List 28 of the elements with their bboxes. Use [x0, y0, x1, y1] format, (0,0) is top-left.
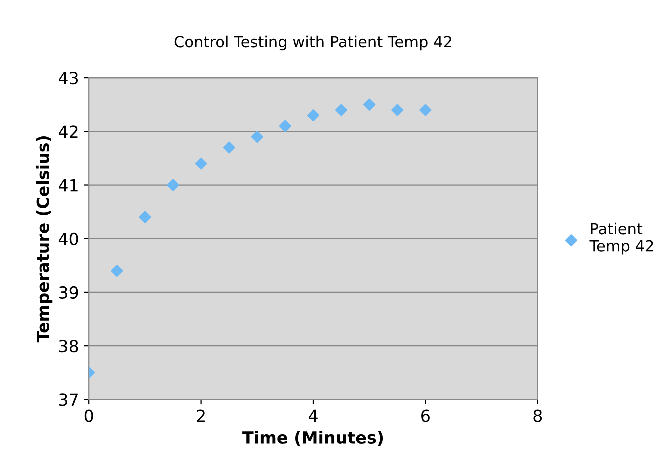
x-tick-label: 2	[197, 410, 205, 422]
chart-title: Control Testing with Patient Temp 42	[174, 36, 452, 51]
x-tick-label: 8	[534, 410, 542, 422]
x-tick-label: 0	[84, 410, 94, 422]
point	[335, 104, 348, 116]
y-tick-label: 42	[58, 126, 78, 138]
x-tick-label: 6	[422, 410, 430, 422]
y-tick-label: 40	[58, 232, 78, 246]
point	[195, 158, 208, 170]
x-tick-label: 4	[309, 410, 318, 422]
x-axis-title: Time (Minutes)	[242, 431, 384, 446]
y-tick-label: 38	[59, 340, 78, 353]
y-axis-title: Temperature (Celsius)	[36, 136, 53, 343]
point	[251, 130, 264, 144]
y-tick-label: 37	[59, 394, 78, 406]
point	[279, 120, 292, 132]
point	[111, 264, 124, 278]
point	[420, 104, 432, 116]
y-tick-label: 41	[58, 179, 78, 192]
point	[139, 211, 152, 224]
y-tick-label: 43	[58, 72, 78, 85]
point	[223, 142, 236, 154]
legend-label: Patient Temp 42	[590, 222, 654, 255]
y-tick-label: 39	[59, 286, 78, 300]
point	[364, 98, 376, 111]
point	[167, 179, 180, 192]
point	[307, 109, 320, 122]
point	[392, 104, 404, 116]
